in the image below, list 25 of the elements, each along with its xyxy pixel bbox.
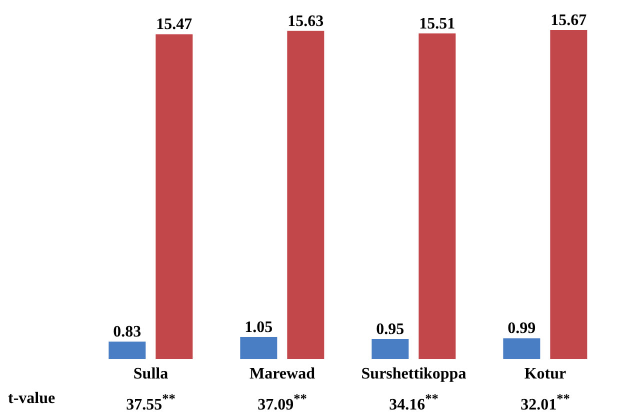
x-tick-label: Surshettikoppa [361,365,466,382]
data-label: 15.67 [550,12,587,29]
text: 37.55$^{**}$ [125,390,176,412]
text: 37.09$^{**}$ [256,390,308,412]
bar [156,34,193,359]
bar [287,30,324,359]
bar [372,339,409,359]
text: 34.16$^{**}$ [388,390,440,412]
data-label: 15.51 [419,15,456,32]
text: t-value [8,390,56,408]
bar [240,336,278,359]
x-tick-label: Marewad [250,365,316,382]
bar [550,30,588,359]
text: 32.01$^{**}$ [520,390,571,412]
data-label: 15.47 [156,16,192,34]
bar [418,33,456,359]
data-label: 15.63 [288,12,324,30]
bar [108,342,146,359]
bar [503,338,540,359]
data-label: 1.05 [244,318,273,336]
data-label: 0.83 [113,324,142,341]
data-label: 0.99 [508,320,536,338]
data-label: 0.95 [376,321,404,338]
x-tick-label: Sulla [133,365,168,382]
x-tick-label: Kotur [524,365,566,382]
